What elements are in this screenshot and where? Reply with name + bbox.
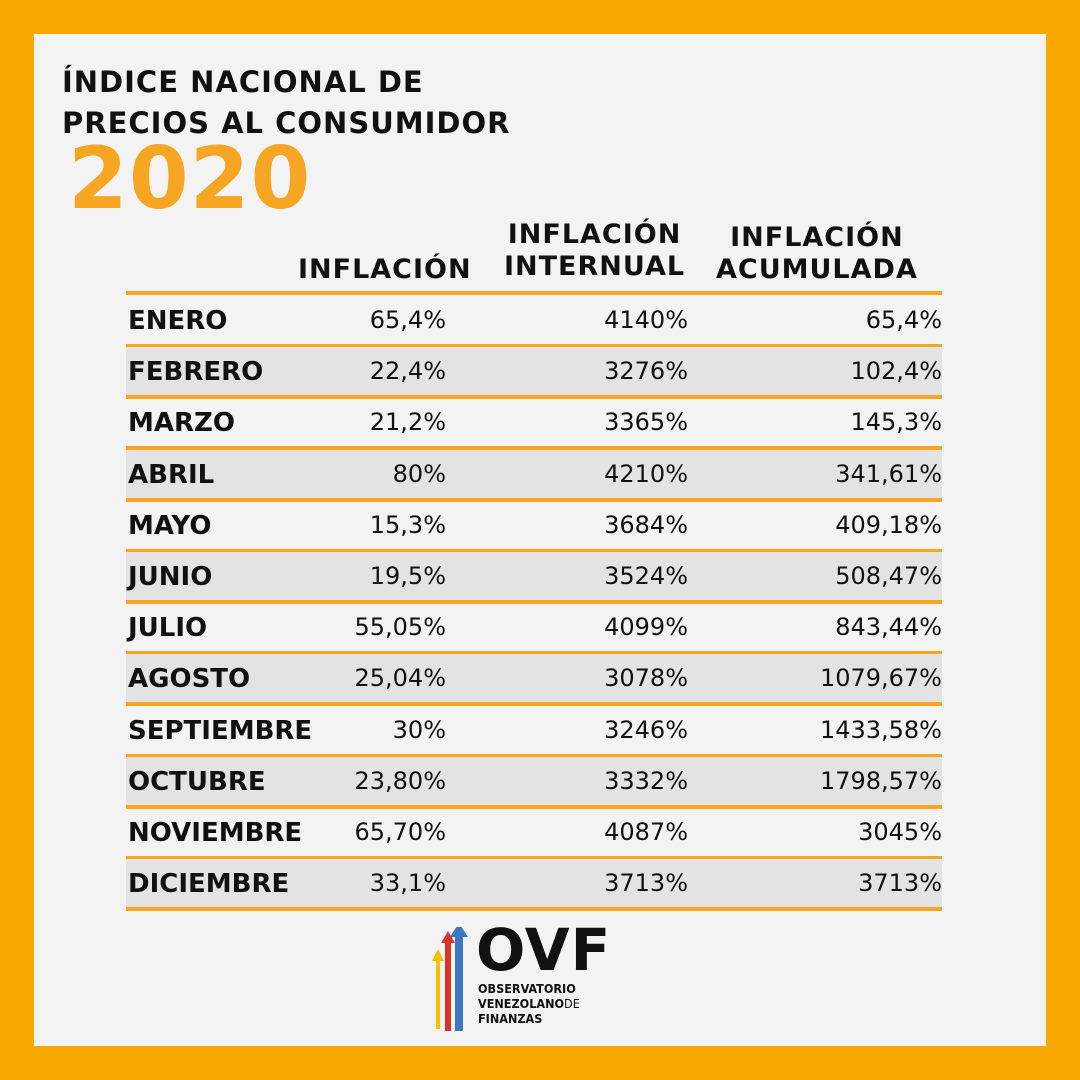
acumulada-value: 843,44% xyxy=(835,613,942,642)
month-label: DICIEMBRE xyxy=(128,869,290,900)
table-row: JULIO 55,05% 4099% 843,44% xyxy=(126,603,942,656)
inflacion-value: 25,04% xyxy=(354,664,446,693)
title-line-1: ÍNDICE NACIONAL DE xyxy=(62,65,424,99)
interanual-value: 4099% xyxy=(604,613,688,642)
table-row: JUNIO 19,5% 3524% 508,47% xyxy=(126,552,942,604)
column-header-line: ACUMULADA xyxy=(716,253,918,285)
logo-line-3: FINANZAS xyxy=(478,1011,543,1026)
logo-line-1: OBSERVATORIO xyxy=(478,981,576,996)
table-row: MAYO 15,3% 3684% 409,18% xyxy=(126,501,942,553)
interanual-value: 3276% xyxy=(604,357,688,386)
interanual-value: 3332% xyxy=(604,766,688,795)
inflacion-value: 23,80% xyxy=(354,766,446,795)
inflacion-value: 33,1% xyxy=(369,869,446,898)
month-label: AGOSTO xyxy=(128,664,251,695)
infographic-panel: ÍNDICE NACIONAL DE PRECIOS AL CONSUMIDOR… xyxy=(34,34,1046,1046)
inflacion-value: 19,5% xyxy=(369,562,446,590)
ovf-logo: OVF OBSERVATORIO VENEZOLANODE FINANZAS xyxy=(432,921,652,1037)
column-header-interanual: INFLACIÓN INTERNUAL xyxy=(504,219,685,283)
interanual-value: 3365% xyxy=(604,408,688,437)
column-header-line: INTERNUAL xyxy=(504,250,686,282)
inflacion-value: 21,2% xyxy=(369,408,446,437)
acumulada-value: 3713% xyxy=(858,869,942,898)
title-year: 2020 xyxy=(68,129,312,229)
interanual-value: 3078% xyxy=(604,664,688,693)
inflacion-value: 22,4% xyxy=(369,357,446,386)
month-label: MAYO xyxy=(128,510,212,541)
table-row: NOVIEMBRE 65,70% 4087% 3045% xyxy=(126,808,942,860)
acumulada-value: 3045% xyxy=(858,818,942,846)
inflacion-value: 80% xyxy=(392,459,446,488)
interanual-value: 3246% xyxy=(604,715,688,744)
table-row: OCTUBRE 23,80% 3332% 1798,57% xyxy=(126,756,942,809)
month-label: JUNIO xyxy=(128,562,213,592)
logo-line-2: VENEZOLANODE xyxy=(478,996,580,1011)
table-row: ABRIL 80% 4210% 341,61% xyxy=(126,449,942,502)
inflacion-value: 65,4% xyxy=(369,306,446,334)
month-label: JULIO xyxy=(128,613,208,644)
table-row: ENERO 65,4% 4140% 65,4% xyxy=(126,291,942,348)
column-header-line: INFLACIÓN xyxy=(507,219,682,250)
logo-line-2-bold: VENEZOLANO xyxy=(478,996,565,1011)
acumulada-value: 102,4% xyxy=(850,357,942,386)
month-label: FEBRERO xyxy=(128,357,264,388)
interanual-value: 4087% xyxy=(604,818,688,846)
acumulada-value: 65,4% xyxy=(865,306,942,334)
interanual-value: 3524% xyxy=(604,562,688,590)
column-header-line: INFLACIÓN xyxy=(298,254,472,285)
month-label: OCTUBRE xyxy=(128,766,266,797)
column-header-line: INFLACIÓN xyxy=(730,222,904,253)
acumulada-value: 341,61% xyxy=(835,459,942,488)
interanual-value: 4210% xyxy=(604,459,688,488)
inflacion-value: 65,70% xyxy=(354,818,446,846)
logo-line-2-light: DE xyxy=(564,996,580,1011)
interanual-value: 3713% xyxy=(604,869,688,898)
acumulada-value: 1079,67% xyxy=(819,664,942,693)
table-row: DICIEMBRE 33,1% 3713% 3713% xyxy=(126,859,942,912)
acumulada-value: 508,47% xyxy=(835,562,942,590)
table-row: FEBRERO 22,4% 3276% 102,4% xyxy=(126,347,942,400)
inflacion-value: 15,3% xyxy=(369,510,446,539)
table-row: MARZO 21,2% 3365% 145,3% xyxy=(126,398,942,451)
title-line-2: PRECIOS AL CONSUMIDOR xyxy=(62,106,511,140)
acumulada-value: 1798,57% xyxy=(819,766,942,795)
column-header-acumulada: INFLACIÓN ACUMULADA xyxy=(716,222,918,286)
acumulada-value: 145,3% xyxy=(850,408,942,437)
table-row: AGOSTO 25,04% 3078% 1079,67% xyxy=(126,654,942,707)
inflacion-value: 55,05% xyxy=(354,613,446,642)
month-label: SEPTIEMBRE xyxy=(128,715,313,746)
inflacion-value: 30% xyxy=(392,715,446,744)
month-label: ENERO xyxy=(128,306,228,336)
table-row: SEPTIEMBRE 30% 3246% 1433,58% xyxy=(126,706,942,758)
interanual-value: 3684% xyxy=(604,510,688,539)
month-label: NOVIEMBRE xyxy=(128,818,303,848)
column-header-inflacion: INFLACIÓN xyxy=(298,254,472,286)
month-label: ABRIL xyxy=(128,459,215,490)
interanual-value: 4140% xyxy=(604,306,688,334)
rising-arrows-icon xyxy=(432,927,468,1031)
acumulada-value: 409,18% xyxy=(835,510,942,539)
logo-acronym: OVF xyxy=(476,916,612,984)
acumulada-value: 1433,58% xyxy=(819,715,942,744)
month-label: MARZO xyxy=(128,408,235,439)
